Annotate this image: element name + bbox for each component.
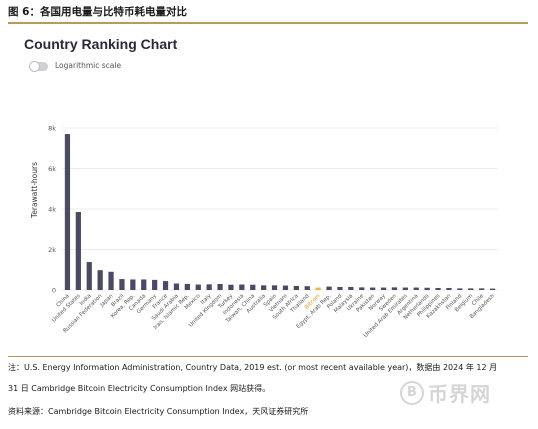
bar[interactable]	[75, 212, 81, 290]
bar[interactable]	[337, 286, 343, 290]
bar[interactable]	[435, 287, 441, 290]
bar[interactable]	[162, 281, 169, 290]
bar[interactable]	[206, 284, 212, 290]
bar[interactable]	[402, 287, 408, 290]
chart-title: Country Ranking Chart	[24, 36, 178, 52]
bar[interactable]	[359, 287, 365, 290]
bitcoin-coin-icon: B	[400, 380, 424, 405]
bar[interactable]	[293, 285, 299, 290]
header-divider	[8, 22, 528, 24]
bars	[64, 134, 496, 290]
bar[interactable]	[173, 283, 180, 290]
y-axis-ticks: 0 2k 4k 6k 8k	[48, 125, 56, 295]
bar[interactable]	[479, 288, 485, 290]
source-note: 资料来源：Cambridge Bitcoin Electricity Consu…	[8, 407, 309, 416]
bar[interactable]	[184, 283, 190, 290]
bar[interactable]	[282, 285, 289, 290]
bar[interactable]	[130, 279, 136, 290]
bar[interactable]	[446, 287, 452, 290]
bar[interactable]	[64, 134, 71, 290]
y-tick-label: 2k	[48, 246, 56, 254]
bar[interactable]	[315, 287, 321, 290]
y-tick-label: 6k	[48, 165, 56, 173]
bar[interactable]	[250, 284, 256, 290]
bar[interactable]	[261, 285, 267, 290]
bar[interactable]	[152, 279, 158, 290]
bar[interactable]	[217, 283, 223, 290]
bar[interactable]	[119, 279, 125, 290]
bar[interactable]	[489, 288, 496, 290]
bar[interactable]	[413, 287, 419, 290]
notes-divider	[8, 356, 528, 357]
bar[interactable]	[370, 287, 376, 290]
bar[interactable]	[228, 284, 234, 290]
toggle-knob[interactable]	[29, 61, 40, 72]
bar[interactable]	[380, 287, 387, 290]
bar[interactable]	[108, 271, 114, 290]
y-axis-label: Terawatt-hours	[30, 162, 39, 219]
bar[interactable]	[457, 288, 463, 290]
bar[interactable]	[239, 284, 245, 290]
bar[interactable]	[97, 270, 103, 290]
bar[interactable]	[468, 288, 474, 290]
grid-lines	[62, 127, 498, 291]
y-tick-label: 8k	[48, 125, 56, 133]
y-tick-label: 0	[52, 287, 56, 295]
bar[interactable]	[86, 262, 92, 290]
bar[interactable]	[304, 286, 310, 290]
bar[interactable]	[326, 286, 332, 290]
log-scale-label: Logarithmic scale	[55, 61, 122, 70]
bar[interactable]	[195, 284, 201, 290]
bar[interactable]	[348, 286, 354, 290]
bar[interactable]	[391, 287, 398, 290]
bar[interactable]	[271, 285, 278, 290]
bar[interactable]	[141, 279, 147, 290]
watermark-text: 币界网	[428, 382, 491, 406]
note-line-1: 注：U.S. Energy Information Administration…	[8, 363, 498, 372]
watermark: B 币界网	[400, 378, 491, 407]
log-scale-toggle[interactable]	[29, 61, 48, 72]
bar[interactable]	[424, 287, 430, 290]
y-tick-label: 4k	[48, 206, 56, 214]
note-line-2: 31 日 Cambridge Bitcoin Electricity Consu…	[8, 384, 271, 393]
figure-label: 图 6：各国用电量与比特币耗电量对比	[8, 6, 187, 18]
